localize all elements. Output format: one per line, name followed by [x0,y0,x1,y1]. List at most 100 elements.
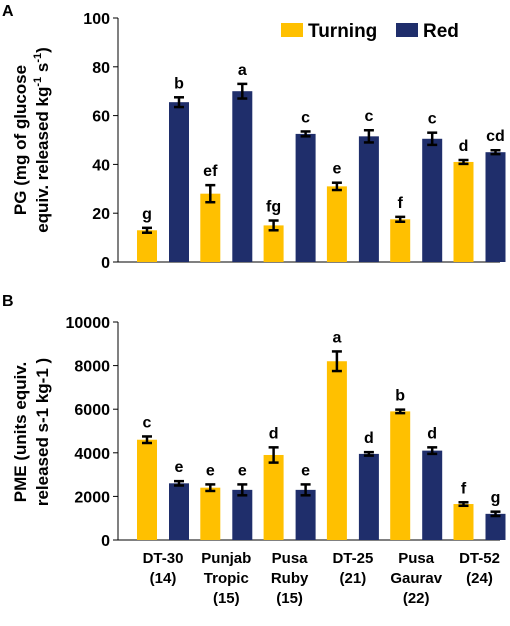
x-category-label-line: DT-52 [459,550,500,567]
y-axis-label-line2: equiv. released kg [33,87,52,233]
y-tick-label: 80 [92,60,110,77]
bar-red [295,133,316,262]
panel-letter-a: A [2,3,14,20]
y-axis-label-sup1: -1 [32,77,44,87]
y-tick-label: 4000 [74,446,110,463]
bar-red [232,91,253,262]
significance-label: ef [203,163,218,180]
x-category-label-line: DT-25 [332,550,373,567]
x-category-label: DT-52 (24) [459,550,500,587]
y-axis-label-line1: PME (units equiv. [11,362,30,502]
bar-turning [200,193,221,262]
y-axis-label: PME (units equiv. released s-1 kg-1 ) [11,358,52,506]
bar-red [422,138,443,262]
significance-label: d [427,425,437,442]
y-tick-label: 60 [92,109,110,126]
significance-label: b [395,388,405,405]
x-category-label-line: (14) [150,570,177,587]
y-tick-label: 40 [92,157,110,174]
bar-turning [453,161,474,262]
x-category-label-line: (15) [213,590,240,607]
significance-label: cd [486,128,505,145]
x-category-label: Pusa Ruby (15) [271,550,309,607]
significance-label: b [174,75,184,92]
bar-red [169,483,189,540]
bar-red [358,136,379,262]
significance-label: a [332,329,341,346]
bar-turning [200,487,221,540]
significance-label: e [301,462,310,479]
x-category-label: Pusa Gaurav (22) [390,550,442,607]
significance-label: f [398,195,404,212]
bar-red [485,513,506,540]
x-category-label-line: DT-30 [143,550,184,567]
panel-b-chart: 0 2000 4000 6000 8000 10000 PME (units equiv. r… [11,315,506,550]
y-axis-label: PG (mg of glucose equiv. released kg-1 s-… [11,47,52,233]
significance-label: f [461,480,467,497]
significance-label: e [332,161,341,178]
x-category-label-line: Ruby [271,570,309,587]
legend-swatch-turning [281,23,303,37]
significance-label: d [269,425,279,442]
legend-label-red: Red [423,21,459,42]
panel-letter-b: B [2,293,14,310]
significance-label: g [491,490,501,507]
legend-label-turning: Turning [308,21,377,42]
x-category-label-line: (21) [340,570,367,587]
significance-label: c [428,111,437,128]
significance-label: c [364,108,373,125]
bar-red [232,489,253,540]
significance-label: c [143,414,152,431]
x-category-label: DT-30 (14) [143,550,184,587]
y-axis-label-mid: s [33,63,52,77]
bar-red [422,450,443,540]
significance-label: e [238,462,247,479]
significance-label: a [238,62,247,79]
y-axis-label-sup2: -1 [32,53,44,63]
y-tick-label: 20 [92,206,110,223]
bar-red [485,152,506,262]
x-category-label-line: (15) [276,590,303,607]
bar-turning [390,411,411,540]
bar-turning [390,219,411,262]
x-category-label-line: (22) [403,590,430,607]
y-axis-label-line2: released s-1 kg-1 ) [33,358,52,506]
y-tick-label: 0 [101,533,110,550]
bar-turning [137,439,157,540]
x-category-label-line: Tropic [204,570,249,587]
category-labels: DT-30 (14) Punjab Tropic (15) Pusa Ruby (15) DT-… [143,550,500,607]
significance-label: c [301,109,310,126]
significance-label: e [206,462,215,479]
y-tick-label: 6000 [74,402,110,419]
legend-swatch-red [396,23,418,37]
y-axis-label-end: ) [33,47,52,53]
bar-turning [263,225,284,262]
significance-label: e [175,459,184,476]
y-tick-label: 100 [83,11,110,28]
bar-turning [137,230,157,262]
panel-a-chart: 0 20 40 60 80 100 PG (mg of glucose equiv. rele… [11,11,506,272]
legend: Turning Red [281,21,459,42]
bar-turning [326,361,347,540]
bar-turning [326,186,347,262]
y-tick-label: 8000 [74,359,110,376]
x-category-label: DT-25 (21) [332,550,373,587]
x-category-label-line: Gaurav [390,570,442,587]
bar-red [295,489,316,540]
y-tick-label: 2000 [74,489,110,506]
significance-label: d [364,430,374,447]
bar-red [169,102,189,263]
bar-red [358,453,379,540]
x-category-label-line: (24) [466,570,493,587]
y-tick-label: 0 [101,255,110,272]
significance-label: d [459,138,469,155]
x-category-label: Punjab Tropic (15) [201,550,251,607]
x-category-label-line: Pusa [272,550,309,567]
x-category-label-line: Pusa [398,550,435,567]
bar-turning [263,454,284,540]
significance-label: g [142,206,152,223]
y-axis-label-line1: PG (mg of glucose [11,65,30,215]
bar-turning [453,504,474,540]
y-tick-label: 10000 [66,315,111,332]
